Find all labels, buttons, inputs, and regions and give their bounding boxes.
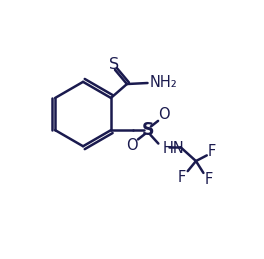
Text: O: O	[126, 138, 138, 153]
Text: S: S	[109, 57, 120, 72]
Text: S: S	[142, 121, 154, 139]
Text: F: F	[178, 170, 186, 184]
Text: F: F	[208, 144, 216, 159]
Text: O: O	[158, 107, 170, 122]
Text: HN: HN	[162, 141, 184, 156]
Text: F: F	[204, 172, 213, 186]
Text: NH₂: NH₂	[149, 75, 177, 90]
